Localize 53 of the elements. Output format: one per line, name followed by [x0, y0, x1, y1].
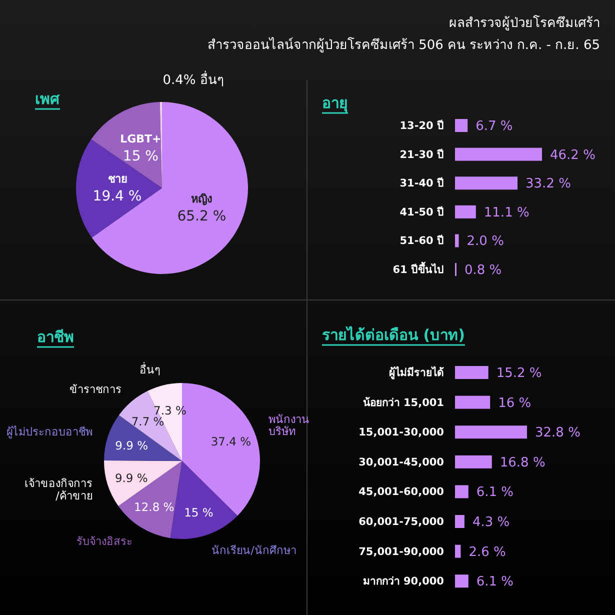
y-tick-label: 51-60 ปี: [400, 234, 444, 248]
slice-label: พนักงาน บริษัท: [268, 412, 310, 438]
y-tick-label: 45,001-60,000: [358, 486, 444, 498]
y-tick-label: 31-40 ปี: [400, 176, 444, 190]
data-label: 9.9 %: [114, 470, 148, 485]
data-label: 4.3 %: [472, 515, 510, 530]
data-label: 2.0 %: [466, 234, 504, 250]
data-label: 12.8 %: [134, 500, 174, 514]
data-label: 2.6 %: [468, 544, 506, 560]
data-label: 15.2 %: [496, 366, 542, 381]
text: อายุ: [322, 94, 348, 113]
slice-label: ผู้ไม่ประกอบอาชีพ: [6, 426, 93, 439]
data-label: 15 %: [122, 148, 158, 165]
data-label: 16.8 %: [500, 455, 546, 470]
data-label: 46.2 %: [550, 148, 596, 163]
data-label: 16 %: [498, 396, 532, 411]
chart-title: อาชีพ: [37, 328, 74, 346]
data-label: 6.1 %: [476, 574, 514, 590]
data-label: 0.8 %: [464, 263, 502, 278]
y-tick-label: 61 ปีขึ้นไป: [392, 261, 444, 276]
y-tick-label: 60,001-75,000: [358, 516, 444, 528]
y-tick-label: มากกว่า 90,000: [362, 576, 444, 588]
slice-label: เจ้าของกิจการ /ค้าขาย: [24, 477, 92, 502]
data-label: 65.2 %: [177, 208, 226, 225]
data-label: 19.4 %: [92, 188, 142, 204]
text: สำรวจออนไลน์จากผู้ป่วยโรคซึมเศร้า 506 คน ระหว่าง ก.ค. - ก.ย. 65: [207, 37, 600, 53]
data-label: 15 %: [184, 505, 214, 520]
slice-label: ชาย: [108, 172, 127, 186]
data-label: 32.8 %: [535, 426, 580, 441]
slice-label: นักเรียน/นักศึกษา: [212, 544, 296, 558]
y-tick-label: 15,001-30,000: [358, 426, 444, 439]
slice-label: อื่นๆ: [140, 361, 161, 376]
slice-label: ข้าราชการ: [69, 383, 122, 396]
y-tick-label: 21-30 ปี: [400, 148, 444, 161]
slice-label: หญิง: [191, 192, 212, 206]
data-label: 37.4 %: [210, 434, 252, 449]
chart-title: รายได้ต่อเดือน (บาท): [322, 325, 465, 344]
y-tick-label: ผู้ไม่มีรายได้: [389, 366, 444, 380]
slice-label: รับจ้างอิสระ: [76, 534, 133, 548]
data-label: 33.2 %: [526, 176, 571, 192]
text: เพศ: [35, 90, 60, 108]
slice-label: LGBT+: [120, 132, 162, 146]
y-tick-label: 13-20 ปี: [400, 119, 444, 132]
y-tick-label: 75,001-90,000: [358, 546, 444, 558]
data-label: 6.7 %: [476, 119, 513, 134]
y-tick-label: 30,001-45,000: [358, 456, 444, 468]
slice-label: 0.4% อื่นๆ: [162, 71, 224, 88]
data-label: 9.9 %: [115, 438, 148, 452]
y-tick-label: น้อยกว่า 15,001: [362, 396, 444, 409]
text: ผลสำรวจผู้ป่วยโรคซึมเศร้า: [449, 15, 600, 31]
data-label: 6.1 %: [476, 485, 514, 500]
data-label: 11.1 %: [484, 205, 530, 220]
y-tick-label: 41-50 ปี: [400, 205, 444, 218]
